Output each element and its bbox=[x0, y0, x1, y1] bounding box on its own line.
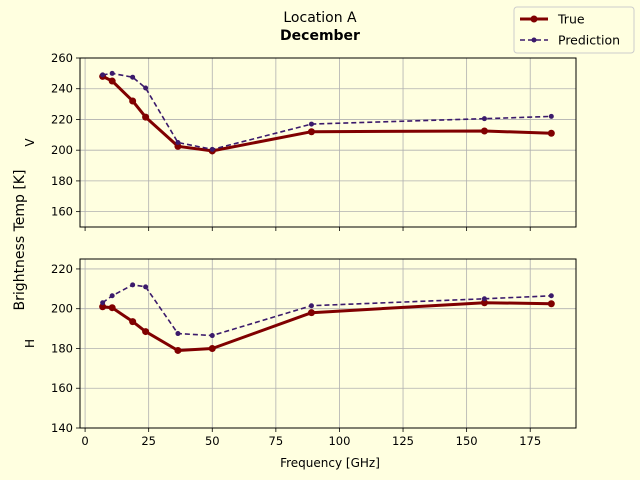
data-point-prediction bbox=[143, 284, 149, 290]
y-tick-label: 180 bbox=[51, 341, 73, 355]
data-point-prediction bbox=[175, 140, 181, 145]
data-point-true bbox=[307, 128, 315, 136]
data-point-true bbox=[142, 328, 150, 336]
series-line-true bbox=[102, 301, 552, 352]
data-point-prediction bbox=[308, 303, 314, 309]
data-point-true bbox=[99, 303, 107, 311]
data-point-prediction bbox=[100, 300, 106, 306]
data-point-prediction bbox=[143, 85, 149, 91]
data-point-prediction bbox=[481, 116, 487, 122]
data-point-true bbox=[480, 299, 488, 307]
data-point-true bbox=[547, 300, 555, 308]
series-line-true bbox=[101, 75, 552, 153]
chart-subtitle: December bbox=[280, 28, 360, 44]
x-tick-label: 75 bbox=[269, 434, 284, 448]
data-point-true bbox=[129, 318, 137, 326]
data-point-prediction bbox=[548, 293, 554, 299]
axes-frame bbox=[79, 258, 577, 429]
x-axis-label: Frequency [GHz] bbox=[280, 456, 380, 470]
data-point-true bbox=[307, 309, 315, 317]
data-point-prediction bbox=[481, 296, 487, 302]
data-point-true bbox=[142, 113, 150, 121]
data-point-true bbox=[174, 142, 182, 150]
data-point-true bbox=[108, 77, 116, 85]
data-point-prediction bbox=[175, 331, 181, 337]
y-tick-label: 220 bbox=[51, 112, 73, 126]
x-tick-label: 175 bbox=[519, 434, 541, 448]
legend: True Prediction bbox=[513, 6, 635, 54]
x-tick-label: 150 bbox=[456, 434, 478, 448]
y-tick-label: 140 bbox=[51, 421, 73, 435]
y-axis-label: Brightness Temp [K] bbox=[12, 170, 28, 311]
data-point-prediction bbox=[308, 121, 314, 127]
data-point-prediction bbox=[548, 113, 554, 119]
legend-prediction-label: Prediction bbox=[558, 33, 620, 48]
x-tick-label: 100 bbox=[328, 434, 350, 448]
data-point-prediction bbox=[109, 293, 115, 299]
data-point-true bbox=[480, 127, 488, 135]
panel-h: 0 25 50 75 100 125 150 175 140 160 180 200 220 H bbox=[23, 258, 577, 448]
y-tick-label: 220 bbox=[51, 262, 73, 276]
chart-title: Location A bbox=[283, 10, 357, 26]
data-point-true bbox=[208, 344, 216, 352]
data-point-prediction bbox=[100, 72, 106, 78]
data-point-prediction bbox=[209, 333, 215, 339]
y-tick-label: 200 bbox=[51, 143, 73, 157]
legend-true-marker bbox=[530, 15, 538, 23]
data-point-true bbox=[174, 346, 182, 354]
axes-frame bbox=[79, 57, 577, 228]
y-tick-label: 240 bbox=[51, 82, 73, 96]
data-point-true bbox=[108, 304, 116, 312]
y-tick-label: 260 bbox=[51, 51, 73, 65]
x-tick-label: 0 bbox=[81, 434, 88, 448]
legend-true-label: True bbox=[557, 12, 585, 27]
y-tick-label: 200 bbox=[51, 302, 73, 316]
y-tick-label: 180 bbox=[51, 174, 73, 188]
data-point-prediction bbox=[130, 282, 136, 288]
y-tick-label: 160 bbox=[51, 205, 73, 219]
series-line-prediction bbox=[102, 283, 552, 337]
data-point-prediction bbox=[130, 74, 136, 80]
x-tick-label: 25 bbox=[141, 434, 156, 448]
panel-label: H bbox=[23, 339, 37, 348]
panel-v: 160 180 200 220 240 260 V bbox=[23, 51, 577, 231]
series-line-prediction bbox=[102, 72, 552, 151]
legend-prediction-marker bbox=[531, 37, 537, 43]
x-tick-label: 50 bbox=[205, 434, 220, 448]
data-point-prediction bbox=[209, 146, 215, 152]
y-tick-label: 160 bbox=[51, 381, 73, 395]
data-point-true bbox=[129, 97, 137, 105]
x-tick-label: 125 bbox=[392, 434, 414, 448]
data-point-true bbox=[547, 129, 555, 137]
panel-label: V bbox=[23, 138, 37, 147]
data-point-prediction bbox=[109, 70, 115, 76]
